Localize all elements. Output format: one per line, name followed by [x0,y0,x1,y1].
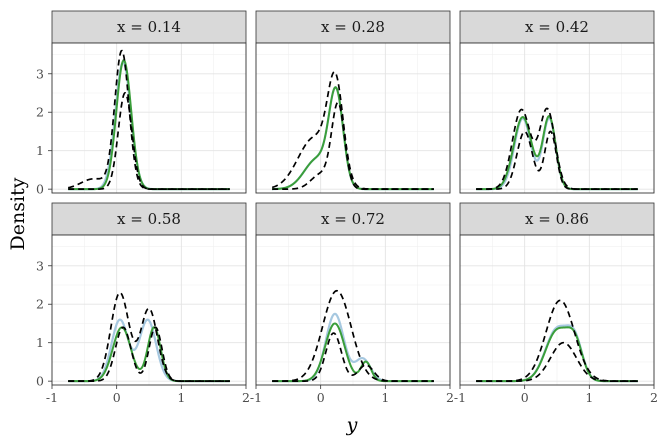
facet-label: x = 0.14 [117,18,181,36]
x-tick-label: 1 [585,390,593,405]
x-tick-label: -1 [454,390,466,405]
x-tick-label: 0 [521,390,529,405]
facet-panel: x = 0.14 0 1 2 3 [36,10,247,197]
facet-strip [255,10,451,44]
x-tick-label: 0 [317,390,325,405]
upper-band-line [476,299,638,382]
panel-border [255,42,451,194]
facet-panel: x = 0.42 [459,10,655,194]
facet-panel: x = 0.28 [255,10,451,194]
x-tick-label: 0 [113,390,121,405]
lower-band-line [272,101,434,190]
facet-strip [51,202,247,236]
lower-band-line [476,341,638,382]
panel-border [459,234,655,386]
facet-label: x = 0.42 [525,18,589,36]
panel-border [255,234,451,386]
lower-band-line [68,92,230,190]
panel-border [51,42,247,194]
facet-label: x = 0.28 [321,18,385,36]
y-tick-label: 0 [36,182,44,197]
facet-label: x = 0.58 [117,210,181,228]
lower-band-line [272,332,434,382]
x-tick-label: -1 [250,390,262,405]
x-tick-label: -1 [46,390,58,405]
facet-label: x = 0.86 [525,210,589,228]
facet-panel: x = 0.72 -1 0 1 2 [250,202,454,405]
y-tick-label: 2 [36,105,44,120]
x-axis-title: y [346,414,358,436]
x-tick-label: 2 [650,390,658,405]
x-tick-label: 2 [242,390,250,405]
facet-label: x = 0.72 [321,210,385,228]
facet-strip [459,202,655,236]
facet-strip [459,10,655,44]
facet-panel: x = 0.86 -1 0 1 2 [454,202,658,405]
y-tick-label: 2 [36,297,44,312]
y-tick-label: 1 [36,143,44,158]
panel-border [51,234,247,386]
x-tick-label: 2 [446,390,454,405]
facet-strip [51,10,247,44]
y-axis-title: Density [7,177,29,250]
x-tick-label: 1 [177,390,185,405]
y-tick-label: 3 [36,258,44,273]
panel-border [459,42,655,194]
y-tick-label: 3 [36,66,44,81]
x-tick-label: 1 [381,390,389,405]
y-tick-label: 1 [36,335,44,350]
upper-band-line [476,107,638,190]
facet-strip [255,202,451,236]
y-tick-label: 0 [36,374,44,389]
lower-band-line [476,130,638,190]
upper-band-line [68,291,230,382]
